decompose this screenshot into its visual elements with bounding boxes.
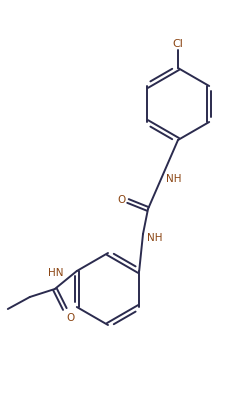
Text: O: O — [117, 195, 125, 204]
Text: NH: NH — [166, 174, 182, 184]
Text: O: O — [67, 312, 75, 322]
Text: Cl: Cl — [173, 39, 184, 49]
Text: NH: NH — [147, 232, 163, 243]
Text: HN: HN — [48, 267, 63, 278]
